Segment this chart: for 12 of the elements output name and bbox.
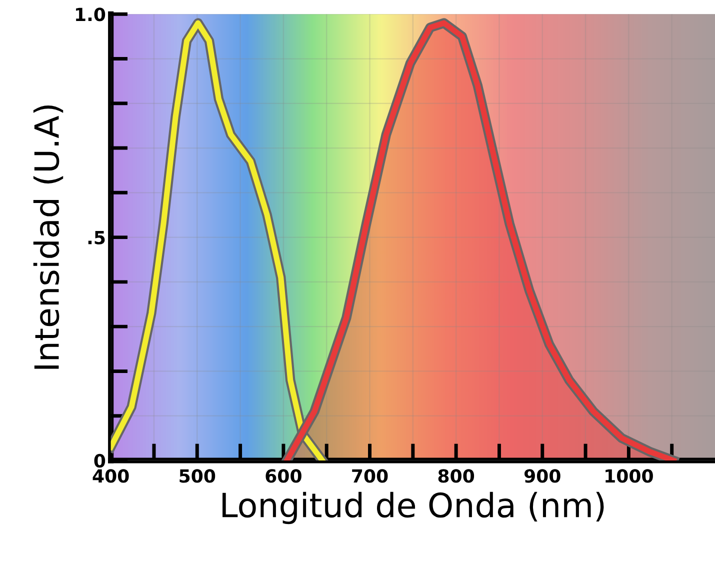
x-tick-label: 800 (438, 469, 474, 483)
x-axis-title: Longitud de Onda (nm) (222, 492, 604, 524)
y-axis-title: Intensidad (U.A) (33, 105, 64, 369)
x-tick-label: 400 (92, 469, 129, 483)
x-tick-label: 700 (352, 469, 388, 483)
x-tick-label: 600 (266, 469, 302, 483)
x-tick-label: 900 (524, 469, 560, 483)
y-tick-label: 0 (94, 454, 106, 468)
y-tick-label: 1.0 (76, 8, 106, 22)
y-tick-label: .5 (88, 230, 105, 244)
x-tick-label: 1000 (606, 469, 653, 483)
x-tick-label: 500 (180, 469, 216, 483)
